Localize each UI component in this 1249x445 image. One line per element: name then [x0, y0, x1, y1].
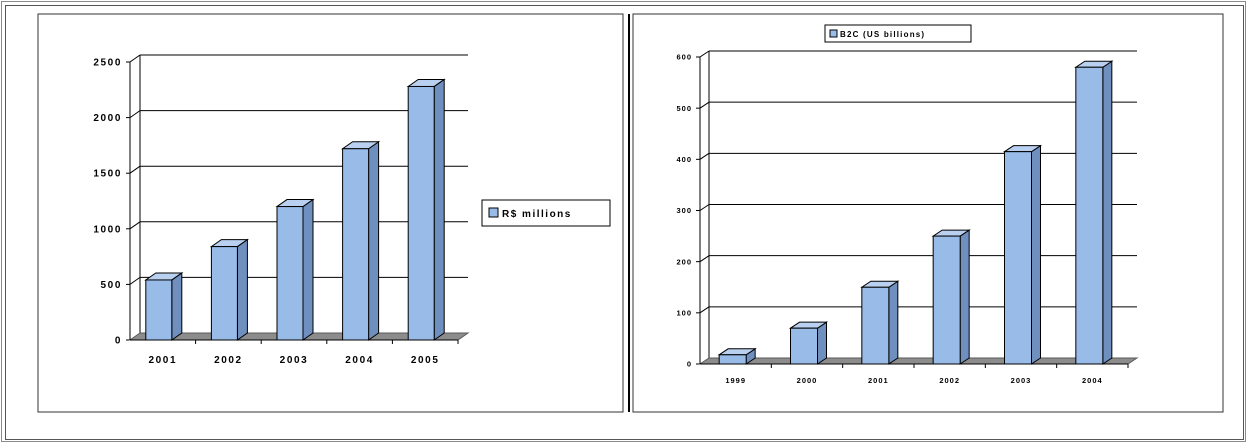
chart-2-bar-side — [959, 229, 970, 365]
chart-1-ytick-label: 1000 — [93, 224, 122, 235]
chart-2-xtick-label: 2003 — [1011, 376, 1032, 385]
chart-1-bar-side — [368, 140, 380, 341]
chart-1-bar-side — [302, 198, 314, 341]
chart-1-grid-wall-line — [129, 276, 141, 285]
chart-1-bar — [407, 85, 435, 341]
chart-2-grid-wall-line — [699, 50, 710, 58]
chart-2-bar-side — [1031, 144, 1041, 365]
chart-2-bar — [1075, 66, 1104, 365]
chart-1-bar-side — [236, 238, 248, 341]
chart-2-xtick-label: 2001 — [868, 376, 889, 385]
chart-2-bar — [790, 327, 818, 365]
chart-1-xtick-label: 2001 — [148, 355, 177, 366]
chart-1-ytick-label: 2500 — [93, 58, 122, 69]
chart-2-bar — [718, 354, 747, 365]
chart-2: 0 100 200 300 400 500 600 1999 2000 2001 2002 2003 2… — [676, 50, 1139, 385]
chart-1-xtick-label: 2005 — [411, 355, 440, 366]
chart-1-ytick-label: 0 — [115, 336, 122, 347]
chart-2-bar — [1004, 151, 1032, 365]
chart-2-floor — [698, 357, 1139, 365]
chart-2-ytick-label: 400 — [676, 155, 692, 164]
chart-2-xtick-label: 2000 — [797, 376, 818, 385]
chart-2-xtick-label: 2002 — [939, 376, 960, 385]
chart-2-bar-side — [817, 321, 827, 365]
chart-1-bar-side — [433, 78, 445, 341]
chart-2-bar-side — [888, 280, 899, 365]
chart-2-grid-wall-line — [699, 204, 710, 211]
chart-1-legend-label: R$ millions — [502, 209, 572, 220]
chart-1-bar-side — [171, 271, 183, 341]
chart-2-bar-side — [1102, 60, 1113, 365]
chart-2-ytick-label: 300 — [676, 206, 692, 215]
chart-1-ytick-label: 1500 — [93, 169, 122, 180]
chart-2-ytick-label: 500 — [676, 104, 692, 113]
chart-2-ytick-label: 200 — [676, 257, 692, 266]
chart-2-bar — [861, 286, 890, 365]
chart-1-ytick-label: 500 — [101, 280, 123, 291]
chart-1-bar — [210, 246, 238, 341]
chart-1-bar — [145, 279, 173, 341]
chart-2-grid-wall-line — [699, 255, 710, 263]
chart-2-xtick-label: 1999 — [725, 376, 746, 385]
chart-2-legend-box — [824, 24, 972, 43]
chart-1-bar — [342, 148, 370, 341]
chart-2-legend: B2C (US billions) — [824, 24, 972, 43]
chart-1: 0 500 1000 1500 2000 2500 2001 2002 2003 2004 2005 — [93, 54, 470, 366]
chart-2-grid-wall-line — [699, 152, 710, 160]
chart-1-grid-wall-line — [129, 110, 141, 119]
chart-2-ytick-label: 0 — [687, 360, 692, 369]
chart-1-grid-wall-line — [129, 54, 141, 63]
chart-1-legend-swatch — [488, 207, 499, 218]
chart-2-grid-wall-line — [699, 306, 710, 314]
chart-2-legend-swatch — [829, 29, 838, 38]
chart-1-ytick-label: 2000 — [93, 113, 122, 124]
chart-2-grid-wall-line — [699, 101, 710, 109]
chart-1-legend-box — [481, 199, 611, 227]
chart-2-bar — [932, 235, 961, 365]
chart-2-ytick-label: 100 — [676, 308, 692, 317]
chart-1-bar — [276, 206, 304, 341]
chart-2-legend-label: B2C (US billions) — [840, 30, 925, 39]
chart-1-xtick-label: 2002 — [214, 355, 243, 366]
chart-1-grid-wall-line — [129, 221, 141, 230]
chart-1-xtick-label: 2004 — [345, 355, 374, 366]
chart-2-xtick-label: 2004 — [1082, 376, 1103, 385]
chart-1-xtick-label: 2003 — [280, 355, 309, 366]
chart-1-legend: R$ millions — [481, 199, 611, 227]
chart-2-ytick-label: 600 — [676, 53, 692, 62]
chart-2-panel — [632, 13, 1224, 413]
chart-1-grid-wall-line — [129, 165, 141, 174]
inner-frame — [5, 5, 1244, 440]
